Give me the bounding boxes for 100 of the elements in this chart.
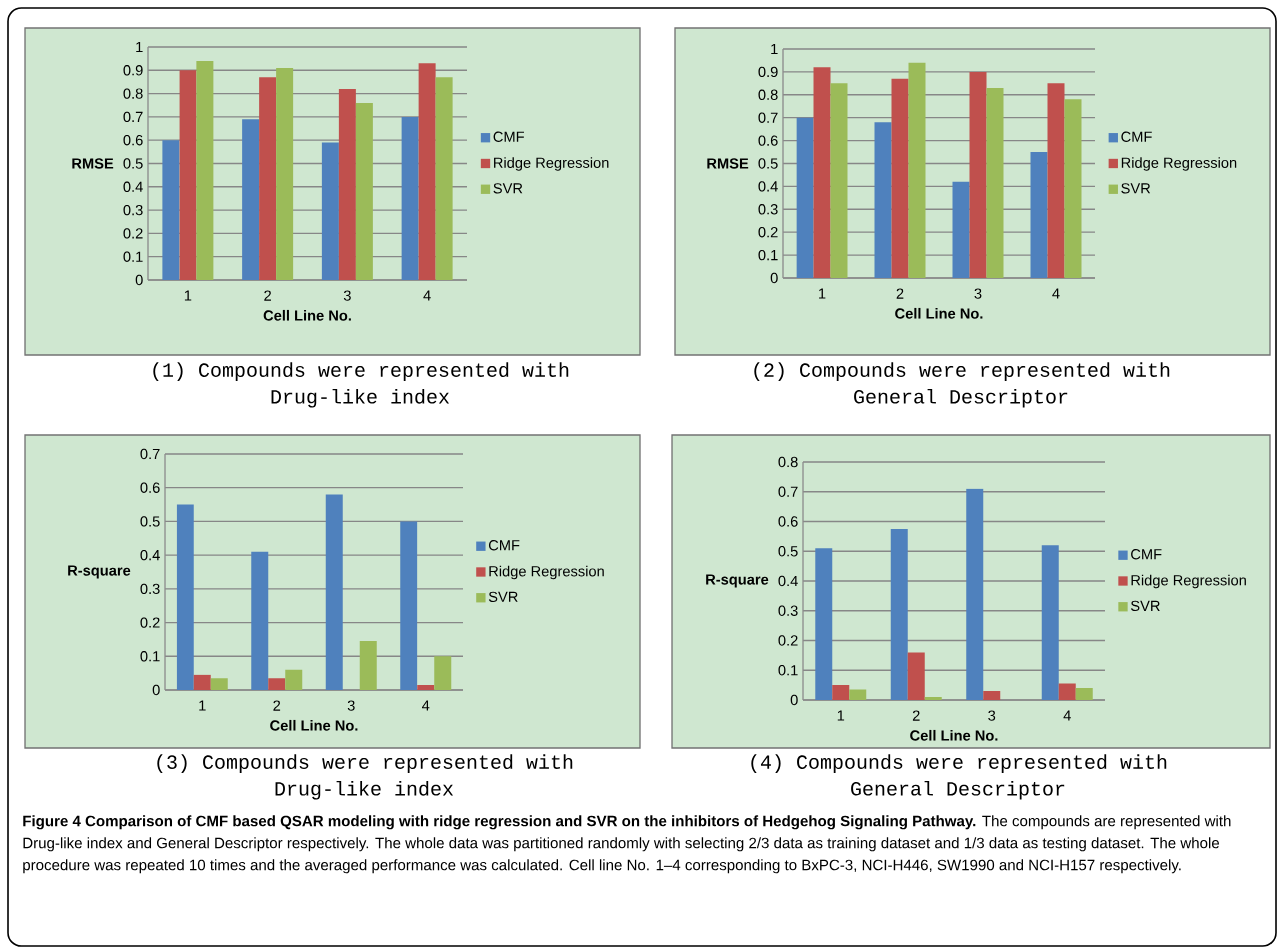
bar — [796, 117, 814, 278]
y-tick-label: 0.5 — [140, 516, 160, 527]
y-tick-label: 0.9 — [758, 66, 778, 78]
x-axis-title: Cell Line No. — [910, 729, 998, 741]
bar — [952, 181, 970, 278]
y-axis-title: R-square — [706, 574, 769, 588]
legend-label: SVR — [1130, 600, 1160, 612]
bar — [359, 641, 377, 690]
y-tick-label: 0.1 — [123, 251, 143, 262]
bar — [338, 88, 356, 280]
legend-label: SVR — [1121, 183, 1151, 194]
bar — [355, 102, 373, 280]
bar — [830, 83, 848, 278]
x-tick-label: 3 — [343, 290, 351, 301]
x-tick-label: 4 — [1063, 710, 1071, 721]
bar — [434, 656, 452, 690]
legend-label: Ridge Regression — [494, 157, 609, 171]
y-tick-label: 0.8 — [123, 88, 143, 99]
y-tick-label: 0.2 — [123, 228, 143, 239]
x-tick-label: 2 — [896, 288, 904, 299]
x-tick-label: 4 — [1052, 288, 1060, 299]
bar — [210, 678, 228, 690]
y-tick-label: 0.4 — [140, 549, 160, 561]
y-tick-label: 1 — [771, 43, 778, 55]
y-tick-label: 0.3 — [778, 605, 798, 616]
bar — [176, 504, 194, 690]
legend-label: CMF — [1131, 549, 1162, 560]
text: (2) Compounds were represented with General Descriptor — [754, 362, 1170, 408]
y-axis-title: RMSE — [72, 158, 114, 169]
text: (3) Compounds were represented with Drug-like index — [157, 754, 573, 800]
y-tick-label: 0 — [790, 694, 798, 706]
x-tick-label: 2 — [264, 290, 271, 301]
y-tick-label: 0.3 — [123, 204, 143, 216]
bar — [1041, 545, 1059, 700]
x-tick-label: 1 — [819, 288, 826, 299]
x-axis-title: Cell Line No. — [270, 719, 358, 731]
y-tick-label: 0.2 — [140, 617, 160, 628]
x-tick-label: 3 — [347, 700, 355, 711]
x-tick-label: 2 — [273, 700, 281, 711]
bar — [874, 122, 892, 278]
y-tick-label: 0.5 — [778, 546, 798, 557]
x-tick-label: 1 — [837, 710, 845, 721]
y-axis-title: RMSE — [707, 158, 749, 169]
y-tick-label: 0.4 — [778, 575, 798, 587]
y-tick-label: 0.6 — [758, 135, 778, 146]
bar — [891, 78, 909, 278]
legend-label: SVR — [488, 591, 518, 603]
bar — [251, 551, 269, 690]
bar — [259, 77, 277, 280]
y-tick-label: 0.4 — [758, 181, 778, 192]
x-tick-label: 1 — [184, 290, 192, 301]
y-tick-label: 0.1 — [758, 249, 778, 261]
y-tick-label: 0 — [770, 272, 778, 284]
legend-label: Ridge Regression — [489, 565, 604, 580]
text: Figure 4 Comparison of CMF based QSAR modeling with ridge regression and SVR on the inhibitors of Hedgehog Signaling Pathway. The compounds are represented with Drug-like index and General Descriptor respectively. The whole data was partitioned randomly with selecting 2/3 data as training dataset and 1/3 data as testing dataset. The whole procedure was repeated 10 times and the averaged performance was calculated. Cell line No. 1–4 corresponding to BxPC-3, NCI-H446, SW1990 and NCI-H157 respectively. — [23, 815, 1231, 874]
y-tick-label: 0 — [152, 684, 160, 696]
y-tick-label: 0.6 — [778, 516, 798, 527]
y-tick-label: 0.1 — [140, 651, 160, 662]
y-tick-label: 0.2 — [778, 635, 798, 646]
bar — [813, 67, 831, 278]
y-tick-label: 0.8 — [758, 89, 778, 100]
y-tick-label: 1 — [136, 41, 143, 53]
bar — [1058, 683, 1076, 700]
bar — [986, 87, 1004, 278]
x-axis-title: Cell Line No. — [263, 309, 351, 321]
bar — [849, 689, 867, 700]
bar — [908, 62, 926, 278]
y-tick-label: 0.9 — [123, 65, 143, 76]
legend-label: Ridge Regression — [1131, 574, 1246, 589]
text: (4) Compounds were represented with General Descriptor — [751, 754, 1167, 800]
bar — [276, 67, 294, 280]
x-tick-label: 4 — [422, 700, 430, 711]
legend-label: SVR — [493, 183, 523, 194]
y-tick-label: 0.6 — [140, 482, 160, 493]
y-tick-label: 0.4 — [123, 181, 143, 192]
bar — [242, 119, 260, 280]
bar — [815, 548, 833, 700]
bar — [924, 697, 942, 700]
bar — [400, 521, 418, 690]
bar — [966, 488, 984, 700]
x-tick-label: 4 — [423, 290, 431, 301]
bar — [435, 77, 453, 280]
bar — [196, 60, 214, 280]
bar — [1047, 83, 1065, 278]
bar — [969, 71, 987, 278]
y-tick-label: 0.7 — [778, 486, 798, 497]
bar — [1064, 99, 1082, 278]
y-tick-label: 0.3 — [758, 204, 778, 215]
x-tick-label: 3 — [988, 710, 996, 721]
bar — [321, 142, 339, 280]
bar — [1075, 688, 1093, 700]
bar — [325, 494, 343, 690]
y-tick-label: 0.7 — [140, 448, 160, 460]
y-tick-label: 0.7 — [123, 111, 143, 123]
bar — [285, 669, 303, 690]
bar — [907, 652, 925, 700]
legend-label: Ridge Regression — [1121, 157, 1237, 171]
bar — [418, 63, 436, 280]
legend-label: CMF — [1121, 131, 1152, 142]
y-tick-label: 0.3 — [140, 583, 160, 595]
